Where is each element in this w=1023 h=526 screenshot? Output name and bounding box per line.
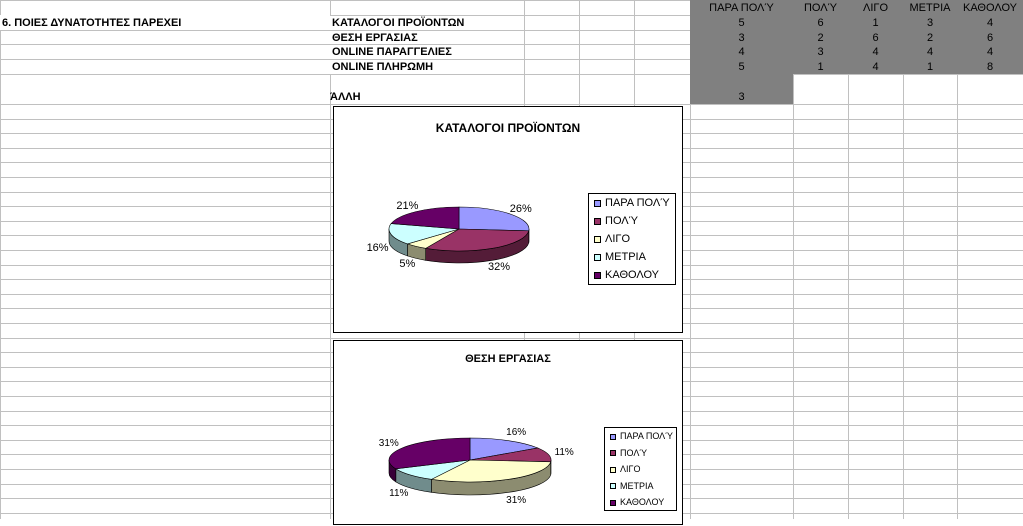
legend-swatch [610, 434, 616, 440]
legend-swatch [610, 450, 616, 456]
header-metria[interactable]: ΜΕΤΡΙΑ [903, 1, 957, 15]
data-label: 11% [389, 488, 408, 499]
data-label: 16% [367, 242, 389, 254]
value-cell[interactable]: 4 [903, 45, 957, 59]
legend-item: ΜΕΤΡΙΑ [594, 251, 646, 264]
legend-item: ΠΟΛΎ [610, 448, 647, 459]
legend-label: ΠΑΡΑ ΠΟΛΎ [620, 431, 673, 441]
legend-label: ΠΟΛΎ [620, 448, 647, 458]
value-alli[interactable]: 3 [690, 90, 793, 104]
value-cell[interactable]: 4 [690, 45, 793, 59]
data-label: 21% [396, 200, 418, 212]
legend-swatch [594, 236, 601, 243]
legend-item: ΜΕΤΡΙΑ [610, 481, 654, 492]
header-poly[interactable]: ΠΟΛΎ [793, 1, 848, 15]
legend-swatch [594, 200, 601, 207]
row-label-online-parangelies[interactable]: ONLINE ΠΑΡΑΓΓΕΛΙΕΣ [332, 45, 522, 59]
legend-label: ΚΑΘΟΛΟΥ [605, 269, 659, 281]
legend-item: ΠΑΡΑ ΠΟΛΎ [594, 197, 670, 210]
value-cell[interactable]: 4 [957, 16, 1023, 30]
row-label-thesi[interactable]: ΘΕΣΗ ΕΡΓΑΣΙΑΣ [332, 31, 522, 45]
legend-label: ΚΑΘΟΛΟΥ [620, 497, 664, 507]
chart-legend: ΠΑΡΑ ΠΟΛΎ ΠΟΛΎ ΛΙΓΟ ΜΕΤΡΙΑ ΚΑΘΟΛΟΥ [588, 193, 676, 285]
value-cell[interactable]: 5 [690, 16, 793, 30]
header-para-poly[interactable]: ΠΑΡΑ ΠΟΛΎ [690, 1, 793, 15]
data-label: 26% [510, 203, 532, 215]
value-cell[interactable]: 2 [903, 31, 957, 45]
question-label[interactable]: 6. ΠΟΙΕΣ ΔΥΝΑΤΟΤΗΤΕΣ ΠΑΡΕΧΕΙ [2, 16, 328, 30]
legend-item: ΛΙΓΟ [594, 233, 630, 246]
legend-item: ΚΑΘΟΛΟΥ [594, 269, 659, 282]
value-cell[interactable]: 8 [957, 60, 1023, 74]
legend-label: ΠΟΛΎ [605, 215, 638, 227]
legend-swatch [594, 218, 601, 225]
value-cell[interactable]: 1 [848, 16, 903, 30]
value-cell[interactable]: 6 [957, 31, 1023, 45]
value-cell[interactable]: 5 [690, 60, 793, 74]
value-cell[interactable]: 1 [793, 60, 848, 74]
legend-swatch [610, 467, 616, 473]
data-label: 31% [379, 438, 399, 449]
legend-swatch [610, 500, 616, 506]
data-label: 16% [506, 427, 526, 438]
value-cell[interactable]: 2 [793, 31, 848, 45]
legend-label: ΠΑΡΑ ΠΟΛΎ [605, 197, 670, 209]
legend-item: ΠΟΛΎ [594, 215, 638, 228]
row-label-online-pliromi[interactable]: ONLINE ΠΛΗΡΩΜΗ [332, 60, 522, 74]
value-cell[interactable]: 4 [957, 45, 1023, 59]
legend-label: ΛΙΓΟ [605, 233, 630, 245]
row-label-katalogoi[interactable]: ΚΑΤΑΛΟΓΟΙ ΠΡΟΪΟΝΤΩΝ [332, 16, 522, 30]
value-cell[interactable]: 3 [903, 16, 957, 30]
value-cell[interactable]: 1 [903, 60, 957, 74]
chart-legend: ΠΑΡΑ ΠΟΛΎ ΠΟΛΎ ΛΙΓΟ ΜΕΤΡΙΑ ΚΑΘΟΛΟΥ [604, 427, 677, 511]
value-cell[interactable]: 4 [848, 45, 903, 59]
legend-swatch [594, 272, 601, 279]
legend-item: ΛΙΓΟ [610, 464, 640, 475]
legend-swatch [594, 254, 601, 261]
legend-swatch [610, 483, 616, 489]
value-cell[interactable]: 6 [793, 16, 848, 30]
value-cell[interactable]: 3 [793, 45, 848, 59]
legend-item: ΠΑΡΑ ΠΟΛΎ [610, 431, 673, 442]
value-cell[interactable]: 4 [848, 60, 903, 74]
value-cell[interactable]: 3 [690, 31, 793, 45]
legend-label: ΜΕΤΡΙΑ [605, 251, 646, 263]
header-ligo[interactable]: ΛΙΓΟ [848, 1, 903, 15]
data-label: 11% [555, 447, 574, 458]
legend-label: ΛΙΓΟ [620, 464, 640, 474]
data-label: 32% [488, 261, 510, 273]
data-label: 31% [506, 495, 526, 506]
legend-label: ΜΕΤΡΙΑ [620, 481, 654, 491]
data-label: 5% [399, 258, 415, 270]
row-label-alli[interactable]: ΆΛΛΗ [330, 90, 390, 104]
header-katholou[interactable]: ΚΑΘΟΛΟΥ [957, 1, 1023, 15]
value-cell[interactable]: 6 [848, 31, 903, 45]
legend-item: ΚΑΘΟΛΟΥ [610, 497, 664, 508]
